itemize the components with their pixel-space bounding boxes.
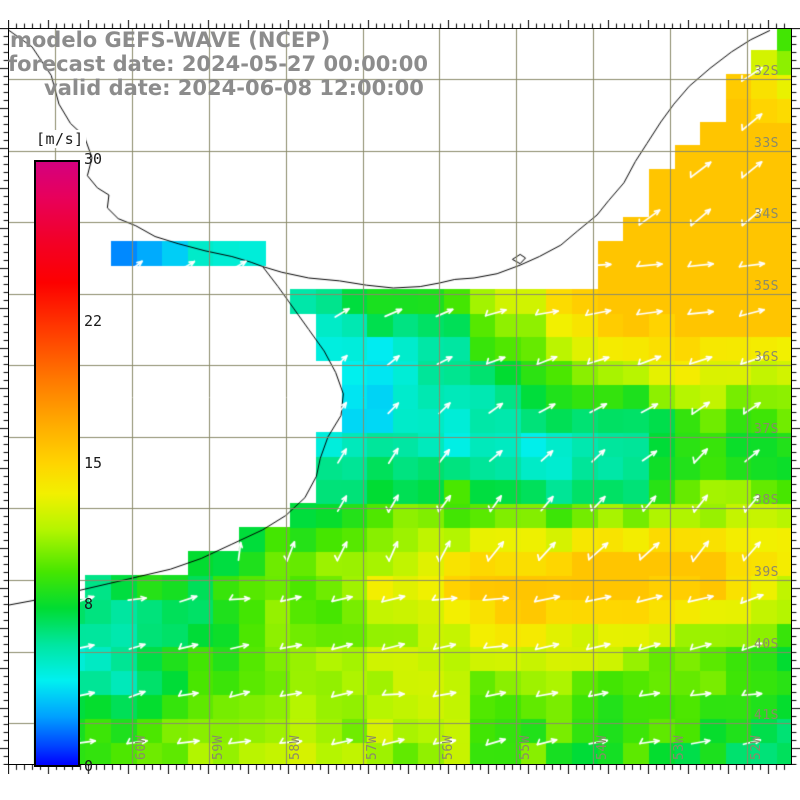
- lon-label-59w: 59W: [210, 735, 226, 760]
- lon-label-58w: 58W: [287, 735, 303, 760]
- lat-label-35s: 35S: [754, 278, 779, 294]
- lat-label-33s: 33S: [754, 135, 779, 151]
- lat-label-32s: 32S: [754, 64, 779, 80]
- lat-label-41s: 41S: [754, 708, 779, 724]
- lat-label-38s: 38S: [754, 493, 779, 509]
- lon-label-60w: 60W: [133, 735, 149, 760]
- lat-label-39s: 39S: [754, 564, 779, 580]
- colorbar-tick-15: 15: [84, 453, 103, 472]
- ruler-top: [8, 20, 792, 28]
- graticule-grid: [9, 29, 791, 764]
- lon-label-56w: 56W: [441, 735, 457, 760]
- colorbar-gradient: [34, 160, 80, 767]
- colorbar-tick-0: 0: [84, 757, 94, 775]
- lon-label-52w: 52W: [748, 735, 764, 760]
- colorbar-units-label: [m/s]: [34, 130, 86, 148]
- lat-label-36s: 36S: [754, 350, 779, 366]
- lat-label-37s: 37S: [754, 421, 779, 437]
- colorbar-tick-30: 30: [84, 150, 103, 168]
- colorbar-tick-22: 22: [84, 311, 103, 330]
- lon-label-53w: 53W: [672, 735, 688, 760]
- lat-label-40s: 40S: [754, 636, 779, 652]
- lon-label-55w: 55W: [518, 735, 534, 760]
- lat-label-34s: 34S: [754, 207, 779, 223]
- colorbar-legend: [m/s] 30 22 15 8 0: [18, 130, 118, 775]
- ruler-left: [0, 28, 8, 765]
- ruler-bottom: [8, 765, 792, 774]
- ruler-right: [792, 28, 800, 765]
- colorbar-tick-8: 8: [84, 595, 94, 614]
- lon-label-54w: 54W: [595, 735, 611, 760]
- lon-label-57w: 57W: [364, 735, 380, 760]
